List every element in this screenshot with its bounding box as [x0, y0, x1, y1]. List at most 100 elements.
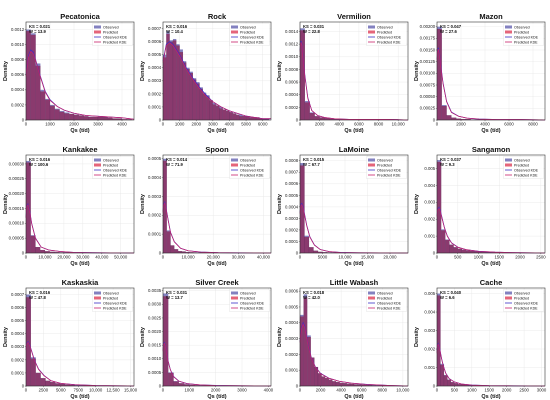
y-axis-label: Density	[414, 60, 420, 81]
bar-overlap	[328, 379, 333, 387]
x-tick-label: 0	[25, 388, 28, 393]
bar-overlap	[30, 358, 36, 387]
y-tick-label: 0.004	[424, 183, 435, 188]
bar-observed	[304, 101, 310, 103]
y-tick-label: 0.0003	[285, 336, 299, 341]
kde-predicted-line	[25, 50, 135, 120]
legend-observed-swatch	[368, 25, 375, 29]
y-tick-label: 0.0005	[285, 193, 299, 198]
legend-predicted-label: Predicted	[103, 163, 118, 167]
x-tick-label: 500	[454, 255, 462, 260]
panel-title: Cache	[480, 278, 503, 287]
panel-mazon: Mazon 0 0.00025 0.00050 0.00075 0.00100 0.0012…	[414, 12, 546, 134]
bar-overlap	[162, 296, 169, 387]
bar-overlap	[232, 113, 237, 121]
bar-overlap	[451, 117, 457, 121]
stat-text: KS = 0.016	[29, 290, 51, 295]
legend-observed-kde-label: Observed KDE	[103, 35, 128, 39]
x-tick-label: 2000	[456, 122, 466, 127]
y-tick-label: 0.0025	[148, 315, 162, 320]
bar-observed	[50, 104, 55, 106]
x-tick-label: 1000	[45, 122, 55, 127]
bar-observed	[35, 63, 41, 66]
y-tick-label: 0.0005	[148, 52, 162, 57]
x-axis-label: Qs (t/d)	[70, 394, 89, 400]
x-tick-label: 2000	[316, 388, 326, 393]
x-tick-label: 1000	[175, 122, 185, 127]
bar-observed	[172, 38, 177, 41]
stat-text: KS = 0.014	[166, 157, 188, 162]
legend-observed-label: Observed	[103, 158, 119, 162]
bar-observed	[186, 67, 190, 70]
y-tick-label: 0.0035	[148, 288, 162, 293]
bar-overlap	[308, 247, 314, 254]
bar-observed	[206, 95, 210, 97]
bar-observed	[189, 71, 193, 73]
x-tick-label: 4000	[264, 388, 274, 393]
x-axis-label: Qs (t/d)	[344, 128, 363, 134]
bar-overlap	[83, 116, 89, 121]
legend-observed-label: Observed	[240, 291, 256, 295]
y-tick-label: 0.00125	[420, 59, 436, 64]
y-tick-label: 0.0008	[285, 67, 299, 72]
bar-overlap	[446, 115, 452, 121]
panel-sangamon: Sangamon 0 0.001 0.002 0.003 0.004 0.005 0 500 10…	[414, 145, 546, 267]
x-tick-label: 50,000	[114, 255, 128, 260]
kde-predicted-line	[162, 202, 272, 254]
legend-predicted-label: Predicted	[377, 30, 392, 34]
bar-overlap	[325, 378, 329, 387]
y-tick-label: 0.0002	[285, 227, 299, 232]
bar-observed	[212, 103, 217, 105]
x-tick-label: 30,000	[76, 255, 90, 260]
y-tick-label: 0.00100	[420, 71, 436, 76]
bar-overlap	[443, 375, 448, 387]
plot-frame	[162, 154, 272, 254]
bar-overlap	[173, 381, 179, 387]
y-tick-label: 0.0002	[11, 102, 25, 107]
legend-observed-label: Observed	[103, 291, 119, 295]
bar-observed	[300, 314, 304, 317]
x-tick-label: 12,500	[107, 388, 121, 393]
x-tick-label: 1500	[484, 388, 494, 393]
y-tick-label: 0.0004	[11, 87, 25, 92]
x-tick-label: 10,000	[89, 388, 103, 393]
legend-observed-label: Observed	[377, 158, 393, 162]
bar-observed	[26, 294, 31, 298]
y-tick-label: 0.0007	[11, 292, 25, 297]
plot-frame	[25, 287, 135, 387]
x-tick-label: 4000	[336, 388, 346, 393]
legend-observed-label: Observed	[514, 158, 530, 162]
panel-title: Rock	[208, 12, 227, 21]
y-axis-label: Density	[277, 193, 283, 214]
legend-predicted-label: Predicted	[240, 163, 255, 167]
legend-observed-swatch	[231, 291, 238, 295]
legend-predicted-kde-label: Predicted KDE	[377, 306, 401, 310]
y-tick-label: 0.005	[424, 166, 435, 171]
bar-overlap	[314, 116, 320, 121]
bar-observed	[199, 87, 203, 89]
x-tick-label: 4000	[334, 122, 344, 127]
bar-observed	[440, 363, 444, 365]
bar-overlap	[335, 381, 340, 387]
x-tick-label: 40,000	[95, 255, 109, 260]
x-tick-label: 6000	[258, 122, 268, 127]
panel-cache: Cache 0 0.001 0.002 0.003 0.004 0.005 0 500 1000 1…	[414, 278, 547, 400]
y-tick-label: 0.0030	[148, 302, 162, 307]
y-tick-label: 0.00025	[9, 176, 25, 181]
y-tick-label: 0.001	[424, 365, 435, 370]
x-tick-label: 0	[299, 388, 302, 393]
kde-predicted-line	[436, 48, 546, 121]
panel-little-wabash: Little Wabash 0 0.0001 0.0002 0.0003 0.0004 0.…	[277, 278, 410, 400]
legend-box	[229, 156, 270, 179]
y-tick-label: 0	[433, 383, 436, 388]
legend-observed-swatch	[505, 25, 512, 29]
y-tick-label: 0.00050	[420, 94, 436, 99]
x-tick-label: 500	[451, 388, 459, 393]
x-axis-label: Qs (t/d)	[207, 394, 226, 400]
bar-overlap	[192, 79, 197, 121]
y-axis-label: Density	[140, 193, 146, 214]
legend-predicted-kde-label: Predicted KDE	[240, 40, 264, 44]
